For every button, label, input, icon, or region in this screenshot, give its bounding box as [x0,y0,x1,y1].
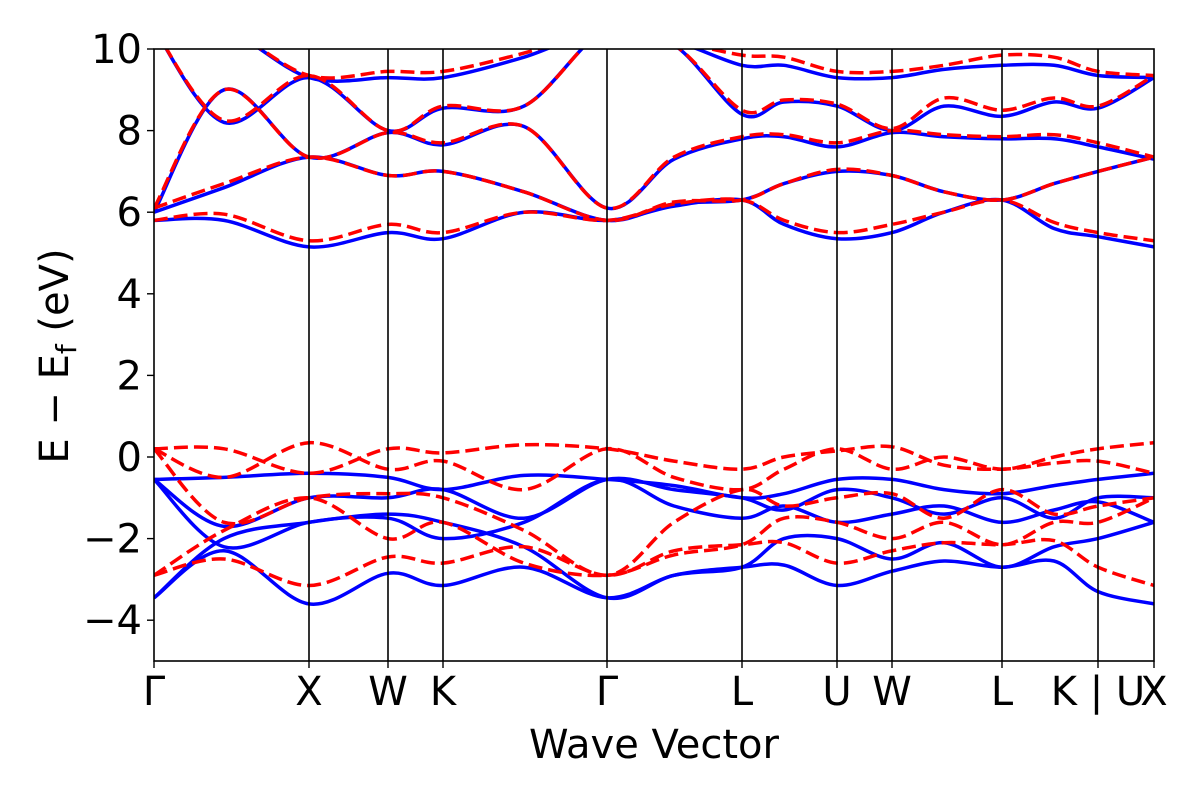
y-ticks: 10 8 6 4 2 0 −2 −4 [83,27,154,644]
y-tick-label: −2 [83,517,142,563]
x-tick-label: L [991,669,1014,715]
band-line-dashed [154,496,1154,578]
y-tick-label: 8 [117,109,142,155]
plot-frame [153,48,1155,662]
x-tick-label: X [295,669,322,715]
x-tick-label: W [368,669,408,715]
band-line-solid [154,155,1154,223]
band-line-dashed [154,87,1154,210]
y-tick-label: 6 [117,190,142,236]
band-line-solid [154,471,1154,500]
x-tick-label: K | U [1051,669,1145,715]
band-line-dashed [154,155,1154,223]
x-axis-label: Wave Vector [529,722,780,768]
band-line-dashed [154,197,1154,243]
y-axis-label-unit: (eV) [32,248,78,344]
x-tick-label: Γ [143,669,166,715]
y-tick-label: −4 [83,598,142,644]
x-tick-label: Γ [596,669,619,715]
band-line-solid [256,49,1154,83]
bands-layer [154,49,1154,606]
band-line-solid [154,476,1154,529]
y-axis-label-main: E − E [32,354,78,464]
band-line-dashed [164,49,1154,133]
band-line-solid [154,477,1154,550]
x-tick-label: X [1140,669,1167,715]
band-line-dashed [257,49,1154,80]
y-tick-label: 4 [117,272,142,318]
band-line-solid [164,49,1154,134]
y-tick-label: 10 [91,27,142,73]
band-line-dashed [154,442,1154,476]
y-tick-label: 0 [117,435,142,481]
kpoint-lines [308,49,1099,661]
y-tick-label: 2 [117,353,142,399]
x-tick-label: K [430,669,458,715]
band-line-solid [154,512,1154,601]
x-tick-label: U [822,669,851,715]
x-tick-label: W [872,669,912,715]
y-axis-label-subscript: f [50,343,83,354]
y-axis-label: E − Ef (eV) [32,248,83,463]
x-tick-label: L [731,669,754,715]
band-line-solid [154,87,1154,214]
